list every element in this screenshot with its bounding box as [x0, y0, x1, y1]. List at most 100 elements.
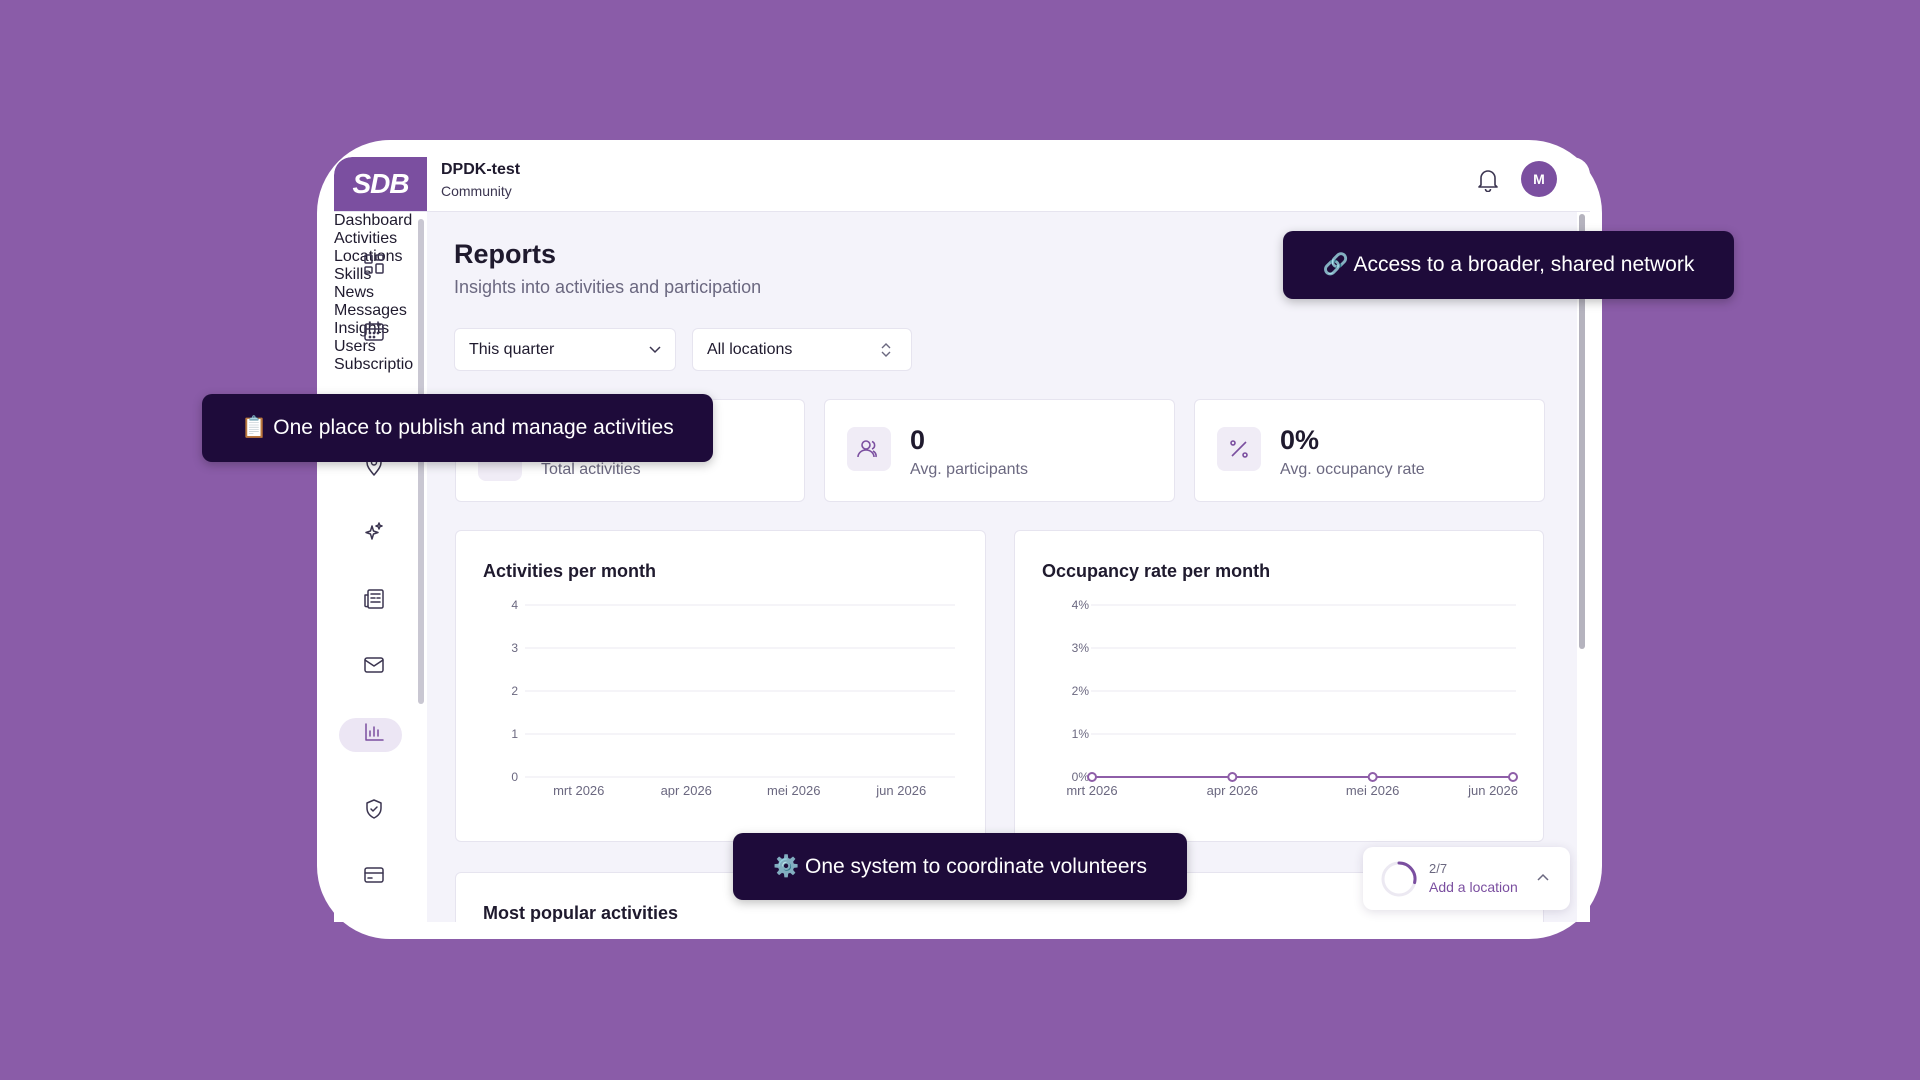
checklist-next: Add a location — [1429, 879, 1518, 895]
nav-label[interactable]: Dashboard — [334, 212, 413, 229]
icon-shape — [372, 331, 376, 335]
organization-name: DPDK-test — [441, 161, 521, 178]
icon-shape — [368, 331, 372, 335]
icon-shape — [364, 266, 373, 274]
point — [1087, 772, 1097, 782]
y-tick-label: 2 — [511, 684, 518, 698]
nav-icon — [365, 723, 384, 741]
nav-label[interactable]: Activities — [334, 230, 398, 247]
nav-icon — [365, 522, 383, 540]
nav-icon — [364, 657, 384, 673]
icon-shape — [364, 657, 384, 673]
y-tick-label: 4 — [511, 598, 518, 612]
x-tick-label: mei 2026 — [767, 783, 820, 798]
chart-card: Activities per month 0 1 2 3 4 mrt 2026 apr 20… — [455, 530, 986, 842]
logo[interactable]: SDB — [334, 157, 427, 211]
header-divider — [334, 211, 1590, 212]
chart-title: Occupancy rate per month — [1042, 561, 1271, 581]
page-subtitle: Insights into activities and participati… — [454, 277, 762, 297]
filter-label: This quarter — [469, 340, 555, 358]
nav-label[interactable]: Subscription — [334, 356, 414, 373]
content: Reports Insights into activities and par… — [427, 212, 1577, 922]
feature-tooltip: ⚙️ One system to coordinate volunteers — [733, 833, 1187, 900]
chevron-down — [649, 346, 661, 354]
chart-title: Activities per month — [483, 561, 657, 581]
nav-label[interactable]: Messages — [334, 302, 407, 319]
nav-label[interactable]: Skills — [334, 266, 372, 283]
icon-shape — [368, 335, 372, 339]
chevron-up — [1537, 873, 1549, 881]
period-filter[interactable]: This quarter — [454, 328, 676, 371]
y-tick-label: 4% — [1072, 598, 1090, 612]
y-tick-label: 1% — [1072, 727, 1090, 741]
nav-label[interactable]: Users — [334, 338, 376, 355]
y-tick-label: 1 — [511, 727, 518, 741]
organization-type: Community — [441, 183, 512, 199]
icon-shape — [375, 263, 384, 274]
chart: 0 1 2 3 4 mrt 2026 apr 2026 mei 2026 jun 2026 — [511, 598, 955, 798]
content-scrollbar — [1579, 214, 1585, 649]
stat-label: Avg. occupancy rate — [1280, 461, 1425, 478]
icon-shape — [364, 867, 384, 883]
filter-label: All locations — [707, 340, 793, 358]
icon-shape — [364, 254, 384, 274]
icon-shape — [366, 799, 382, 819]
nav-icon — [364, 867, 384, 883]
icon-shape — [375, 522, 383, 530]
popular-title: Most popular activities — [483, 903, 679, 922]
checklist-progress: 2/7 — [1429, 861, 1448, 876]
y-tick-label: 3% — [1072, 641, 1090, 655]
icon-shape — [364, 872, 384, 879]
nav-icon — [364, 589, 384, 609]
icon-shape — [365, 723, 384, 741]
y-tick-label: 3 — [511, 641, 518, 655]
icon-shape — [375, 254, 384, 261]
icon-shape — [367, 589, 384, 609]
stat-label: Total activities — [541, 461, 641, 478]
y-tick-label: 0 — [511, 770, 518, 784]
page-title: Reports — [454, 239, 557, 269]
progress-ring — [1381, 861, 1417, 897]
icon-shape — [364, 321, 384, 330]
people-icon — [857, 440, 877, 458]
location-filter[interactable]: All locations — [692, 328, 912, 371]
stat-value: 0 — [910, 425, 926, 455]
x-tick-label: mei 2026 — [1346, 783, 1399, 798]
y-tick-label: 2% — [1072, 684, 1090, 698]
icon-shape — [365, 723, 384, 741]
icon-shape — [364, 254, 373, 264]
icon-shape — [364, 589, 384, 609]
icon-shape — [364, 323, 384, 341]
feature-tooltip: 📋 One place to publish and manage activi… — [202, 394, 713, 462]
icon-shape — [372, 335, 376, 339]
icon-shape — [364, 867, 384, 883]
icon-shape — [364, 657, 384, 673]
x-tick-label: jun 2026 — [1467, 783, 1518, 798]
x-tick-label: apr 2026 — [1207, 783, 1258, 798]
icon-shape — [365, 522, 383, 540]
percent-icon — [1230, 440, 1248, 458]
icon-shape — [364, 593, 381, 608]
nav-label[interactable]: Locations — [334, 248, 403, 265]
chevron-updown — [881, 343, 891, 357]
icon-shape — [370, 806, 378, 812]
x-tick-label: apr 2026 — [661, 783, 712, 798]
x-tick-label: jun 2026 — [875, 783, 926, 798]
sidebar: Dashboard Activities Locations Skills News Me… — [334, 212, 414, 922]
onboarding-checklist[interactable]: 2/7 Add a location — [1363, 847, 1570, 910]
stat-icon — [847, 427, 891, 471]
avatar[interactable]: M — [1521, 161, 1557, 197]
stat-label: Avg. participants — [910, 461, 1028, 478]
chart-card: Occupancy rate per month 0% 1% 2% 3% 4% mrt 2… — [1014, 530, 1544, 842]
icon-shape — [365, 525, 379, 540]
nav-label[interactable]: News — [334, 284, 375, 301]
feature-tooltip: 🔗 Access to a broader, shared network — [1283, 231, 1734, 299]
notification-bell[interactable] — [1477, 168, 1499, 192]
icon-shape — [376, 331, 380, 335]
icon-shape — [364, 659, 384, 667]
x-tick-label: mrt 2026 — [1066, 783, 1117, 798]
stat-card: 0% Avg. occupancy rate — [1194, 399, 1545, 502]
stat-icon — [1217, 427, 1261, 471]
icon-shape — [364, 321, 384, 341]
